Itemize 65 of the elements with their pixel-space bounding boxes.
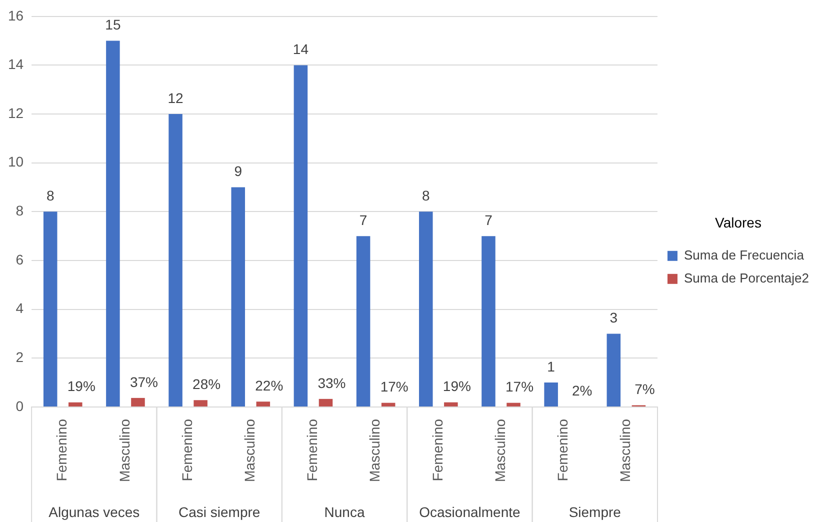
data-label: 17%	[380, 378, 408, 395]
data-label: 3	[610, 310, 618, 326]
data-label: 1	[547, 358, 556, 374]
y-tick-label: 10	[8, 154, 24, 170]
bar	[506, 402, 520, 406]
data-label: 37%	[130, 374, 158, 390]
data-label: 28%	[192, 376, 221, 392]
bar	[131, 398, 145, 406]
legend-label: Suma de Porcentaje2	[684, 270, 810, 286]
y-tick-label: 2	[16, 349, 24, 366]
x-tick-label: Masculino	[617, 418, 634, 482]
x-tick-label: Femenino	[429, 418, 446, 482]
text: Siempre	[568, 504, 622, 520]
data-label: 8	[46, 188, 54, 204]
y-tick-label: 0	[16, 398, 24, 414]
text: Nunca	[324, 504, 365, 520]
text: Casi siempre	[178, 504, 260, 520]
data-label: 12	[168, 90, 184, 106]
x-tick-label: Femenino	[304, 418, 320, 482]
bar	[356, 236, 370, 406]
data-label: 8	[422, 188, 430, 204]
bar	[194, 400, 208, 406]
bar	[294, 65, 308, 406]
y-tick-label: 6	[16, 251, 24, 268]
data-label: 15	[105, 16, 121, 33]
data-label: 33%	[318, 374, 346, 391]
y-tick-label: 16	[8, 7, 24, 24]
bar	[419, 212, 433, 406]
data-label: 19%	[67, 378, 96, 394]
data-label: 22%	[255, 377, 284, 394]
data-label: 7	[359, 212, 368, 228]
y-tick-label: 8	[16, 202, 24, 219]
x-tick-label: Masculino	[492, 418, 508, 482]
bar	[482, 236, 496, 406]
bar	[68, 402, 82, 406]
x-tick-label: Masculino	[366, 418, 383, 482]
bar	[168, 114, 182, 406]
bar	[381, 402, 396, 406]
bar	[231, 187, 246, 406]
x-tick-label: Femenino	[554, 418, 570, 482]
y-tick-label: 14	[8, 56, 24, 72]
bar	[256, 402, 270, 406]
data-label: 14	[292, 41, 309, 58]
data-label: 19%	[442, 378, 471, 394]
data-label: 7%	[634, 381, 655, 398]
text: Ocasionalmente	[419, 504, 520, 520]
bar	[318, 398, 333, 406]
bar	[606, 334, 621, 406]
data-label: 9	[234, 163, 242, 180]
text: Algunas veces	[48, 504, 140, 520]
bar	[544, 382, 558, 406]
bar	[43, 212, 58, 406]
data-label: 7	[484, 212, 493, 228]
x-tick-label: Masculino	[116, 418, 132, 482]
y-tick-label: 12	[8, 104, 24, 121]
bar	[106, 40, 120, 406]
legend-label: Suma de Frecuencia	[684, 247, 805, 262]
x-tick-label: Femenino	[54, 418, 70, 482]
x-tick-label: Femenino	[178, 418, 195, 482]
data-label: 2%	[572, 382, 592, 398]
data-label: 17%	[506, 378, 534, 395]
legend-title: Valores	[715, 214, 762, 230]
y-tick-label: 4	[16, 300, 24, 316]
x-tick-label: Masculino	[242, 418, 258, 482]
bar	[444, 402, 458, 406]
